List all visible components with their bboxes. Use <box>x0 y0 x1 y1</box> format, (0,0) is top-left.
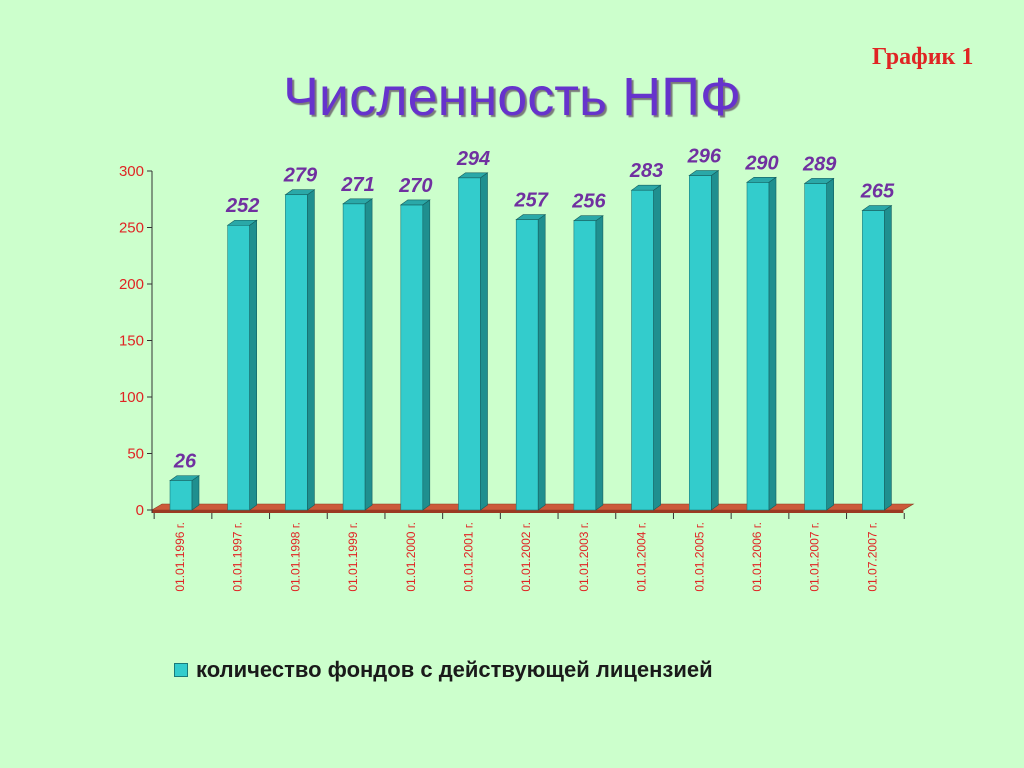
bar-front <box>458 177 481 511</box>
bar-side <box>826 177 835 511</box>
y-tick-label: 300 <box>119 163 144 180</box>
legend-label: количество фондов с действующей лицензие… <box>196 657 713 682</box>
data-labels: 26 252 279 271 270 294 257 256 283 296 290 289 265 <box>173 146 895 473</box>
x-tick-label: 01.01.2000 г. <box>404 522 418 592</box>
x-tick-label: 01.01.1996 г. <box>173 522 187 592</box>
bar-front <box>400 204 424 511</box>
y-tick-label: 100 <box>119 389 144 406</box>
bar <box>803 177 835 511</box>
bar-front <box>573 220 597 511</box>
y-tick-label: 200 <box>119 276 144 293</box>
bar-front <box>746 182 770 511</box>
bar <box>861 204 893 511</box>
y-tick-label: 0 <box>136 502 144 519</box>
data-label: 279 <box>283 165 318 187</box>
bar <box>226 219 258 511</box>
y-axis: 0 50 100 150 200 250 300 <box>119 163 153 519</box>
bar-side <box>191 475 200 511</box>
bar-side <box>307 189 315 511</box>
data-label: 26 <box>173 451 197 473</box>
bar-top <box>169 475 200 481</box>
bar-front <box>227 224 250 511</box>
legend-swatch <box>174 663 188 677</box>
bar-top <box>457 172 489 179</box>
x-tick-label: 01.01.2001 г. <box>462 522 476 592</box>
bar-series <box>169 169 893 511</box>
bar-front <box>631 189 654 511</box>
bar-top <box>803 178 835 184</box>
data-label: 257 <box>514 190 549 212</box>
bar <box>688 169 720 511</box>
bar-front <box>688 175 712 511</box>
bar-side <box>422 199 431 511</box>
bar-side <box>884 204 892 511</box>
bar-top <box>342 198 374 205</box>
bar-side <box>595 215 604 511</box>
data-label: 252 <box>225 195 259 217</box>
data-label: 283 <box>629 160 663 182</box>
bar <box>515 214 547 511</box>
bar <box>399 199 431 511</box>
x-tick-label: 01.07.2007 г. <box>865 522 879 592</box>
bar-top <box>630 184 662 191</box>
bar-side <box>710 169 719 511</box>
bar-front <box>342 203 366 511</box>
data-label: 294 <box>456 148 490 170</box>
bar-top <box>399 199 431 206</box>
bar <box>746 176 777 511</box>
x-tick-label: 01.01.1998 г. <box>288 522 302 592</box>
bar-side <box>768 176 777 511</box>
x-tick-label: 01.01.2003 г. <box>577 522 591 592</box>
x-tick-label: 01.01.2002 г. <box>519 522 533 592</box>
bar-top <box>861 205 893 211</box>
bar-top <box>746 177 777 183</box>
data-label: 270 <box>398 175 432 197</box>
bar-side <box>364 198 373 511</box>
data-label: 271 <box>340 174 374 196</box>
x-axis: 01.01.1996 г. 01.01.1997 г. 01.01.1998 г. 0… <box>153 513 905 592</box>
bar <box>342 198 374 511</box>
bar <box>169 475 200 511</box>
bar-side <box>537 214 546 511</box>
slide-title: Численность НПФ <box>282 67 742 127</box>
y-tick-label: 250 <box>119 220 144 237</box>
x-tick-label: 01.01.1997 г. <box>231 522 245 592</box>
x-tick-label: 01.01.2004 г. <box>635 522 649 592</box>
bar-front <box>804 183 828 511</box>
bar-top <box>572 215 604 222</box>
bar <box>457 172 489 511</box>
bar-front <box>169 480 193 511</box>
bar <box>572 215 604 511</box>
bar <box>630 184 662 511</box>
bar-front <box>862 210 885 511</box>
x-tick-label: 01.01.2005 г. <box>692 522 706 592</box>
bar-top <box>515 214 547 220</box>
slide-label: График 1 <box>872 44 974 70</box>
data-label: 290 <box>744 152 778 174</box>
x-tick-label: 01.01.2006 г. <box>750 522 764 592</box>
y-tick-label: 50 <box>127 446 144 463</box>
bar-side <box>249 219 258 511</box>
bar-front <box>515 219 539 511</box>
bar-top <box>688 170 720 176</box>
legend: количество фондов с действующей лицензие… <box>174 657 713 683</box>
data-label: 265 <box>860 181 895 203</box>
bar <box>284 189 316 511</box>
data-label: 289 <box>802 153 837 175</box>
bar-side <box>653 184 661 511</box>
x-tick-label: 01.01.2007 г. <box>808 522 822 592</box>
data-label: 256 <box>571 191 606 213</box>
y-tick-label: 150 <box>119 333 144 350</box>
bar-front <box>285 194 308 511</box>
data-label: 296 <box>687 146 722 168</box>
x-tick-label: 01.01.1999 г. <box>346 522 360 592</box>
bar-top <box>284 189 316 196</box>
bar-side <box>480 172 488 511</box>
floor-front <box>152 510 904 513</box>
bar-top <box>226 219 258 226</box>
